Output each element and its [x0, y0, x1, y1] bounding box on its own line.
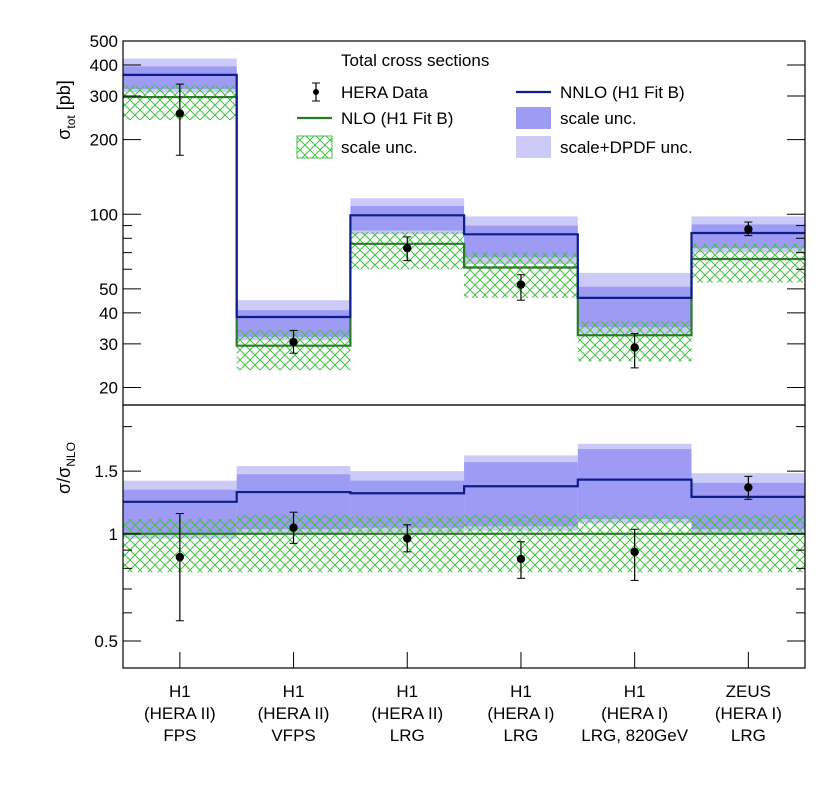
top-y-axis-sigma: σ — [54, 129, 74, 140]
top-data-point — [289, 337, 298, 347]
legend-item-nnlo-scale: scale unc. — [516, 107, 637, 129]
category-label-line: LRG — [390, 726, 425, 745]
bottom-ytick-label: 1.5 — [94, 462, 118, 481]
bottom-data-point — [175, 552, 185, 562]
top-ytick-label: 30 — [99, 335, 118, 354]
bottom-nlo-hatch-band — [691, 514, 806, 573]
bottom-ytick-label: 0.5 — [94, 632, 118, 651]
bottom-plot-frame — [122, 404, 806, 669]
category-label-line: VFPS — [271, 726, 315, 745]
top-ytick-label: 500 — [90, 32, 118, 51]
bottom-ytick-label: 1 — [109, 525, 118, 544]
bottom-y-axis-title: σ/σNLO — [54, 442, 78, 494]
svg-text:σ/σNLO: σ/σNLO — [54, 442, 78, 494]
category-label-line: (HERA II) — [258, 704, 330, 723]
bottom-y-axis-sub: NLO — [64, 442, 78, 467]
top-nnlo-scale-band — [350, 205, 465, 231]
bottom-data-point — [289, 523, 298, 532]
legend: Total cross sections HERA Data NLO (H1 F… — [296, 51, 693, 159]
legend-label-nnlo-dpdf: scale+DPDF unc. — [560, 138, 693, 157]
category-label-line: (HERA II) — [371, 704, 443, 723]
legend-label-nnlo: NNLO (H1 Fit B) — [560, 83, 685, 102]
legend-item-nnlo-dpdf: scale+DPDF unc. — [516, 136, 693, 158]
legend-item-nlo-unc: scale unc. — [296, 135, 418, 159]
legend-data-marker — [313, 89, 319, 95]
category-label-line: H1 — [624, 682, 646, 701]
legend-nnlo-dpdf-swatch — [516, 136, 551, 158]
category-label-line: LRG — [503, 726, 538, 745]
category-label-line: H1 — [169, 682, 191, 701]
bottom-data-point — [744, 483, 753, 492]
bottom-nnlo-line — [123, 478, 806, 503]
category-label-line: LRG — [731, 726, 766, 745]
bottom-data-point — [403, 534, 412, 543]
top-y-axis-sub: tot — [64, 115, 78, 129]
legend-label-nlo: NLO (H1 Fit B) — [341, 109, 453, 128]
legend-item-nnlo: NNLO (H1 Fit B) — [516, 83, 685, 102]
top-data-point — [175, 109, 185, 118]
top-nnlo-scale-band — [577, 286, 692, 328]
bottom-panel: 0.5 1 1.5 σ/σNLO H1 (HERA II) FPS H1 (HERA II)… — [54, 404, 806, 745]
category-label-line: (HERA I) — [487, 704, 554, 723]
top-ytick-label: 300 — [90, 87, 118, 106]
top-ytick-label: 200 — [90, 131, 118, 150]
top-y-axis-title: σtot [pb] — [54, 80, 78, 139]
top-nlo-hatch-band — [691, 243, 806, 283]
top-ytick-label: 20 — [99, 379, 118, 398]
legend-label-nlo-unc: scale unc. — [341, 138, 418, 157]
top-nnlo-line — [123, 73, 806, 319]
top-ytick-label: 400 — [90, 56, 118, 75]
bottom-y-axis-sigma: σ/σ — [54, 467, 74, 494]
category-label-line: (HERA II) — [144, 704, 216, 723]
category-label-line: (HERA I) — [715, 704, 782, 723]
top-nnlo-scale-band — [691, 224, 806, 249]
top-nnlo-scale-band — [464, 225, 578, 258]
top-ytick-label: 50 — [99, 280, 118, 299]
category-label-line: H1 — [283, 682, 305, 701]
category-label-line: LRG, 820GeV — [581, 726, 688, 745]
chart-title: Total cross sections — [341, 51, 489, 70]
top-nnlo-scale-band — [123, 66, 237, 90]
top-ytick-label: 40 — [99, 304, 118, 323]
legend-item-data: HERA Data — [312, 82, 428, 102]
bottom-data-point — [516, 554, 526, 564]
category-label-line: FPS — [163, 726, 196, 745]
top-data-point — [630, 343, 639, 352]
category-label-line: H1 — [396, 682, 418, 701]
top-data-point — [744, 225, 753, 234]
top-y-axis-unit: [pb] — [54, 80, 74, 115]
legend-label-data: HERA Data — [341, 83, 428, 102]
top-ytick-label: 100 — [90, 205, 118, 224]
legend-nlo-hatch-swatch — [296, 135, 333, 159]
top-data-point — [516, 280, 526, 289]
bottom-data-point — [630, 547, 639, 557]
bottom-nnlo-scale-band — [577, 449, 692, 520]
category-label-line: H1 — [510, 682, 532, 701]
legend-item-nlo: NLO (H1 Fit B) — [297, 109, 453, 128]
legend-nnlo-scale-swatch — [516, 107, 551, 129]
category-label-line: (HERA I) — [601, 704, 668, 723]
category-label-line: ZEUS — [726, 682, 771, 701]
category-labels: H1 (HERA II) FPS H1 (HERA II) VFPS H1 (HERA II)… — [144, 682, 782, 745]
svg-text:σtot [pb]: σtot [pb] — [54, 80, 78, 139]
top-data-point — [403, 243, 412, 253]
top-panel: 20 30 40 50 100 200 300 400 500 σtot [pb] Total … — [54, 32, 806, 406]
legend-label-nnlo-scale: scale unc. — [560, 109, 637, 128]
